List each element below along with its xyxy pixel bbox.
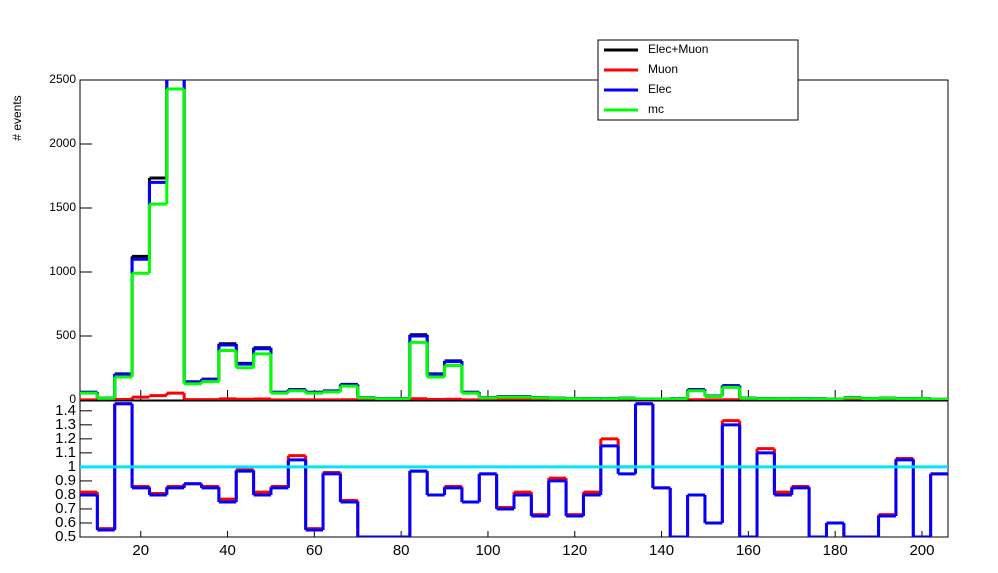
- y-tick-label: 2000: [49, 136, 76, 150]
- step-connector: [95, 403, 933, 537]
- y-tick-label: 1: [68, 458, 76, 475]
- x-tick-label: 80: [393, 542, 410, 559]
- y-tick-label: 2500: [49, 72, 76, 86]
- y-tick-label: 500: [56, 328, 76, 342]
- series-group: [80, 402, 948, 537]
- y-tick-label: 0: [69, 392, 76, 406]
- y-tick-label: 1500: [49, 200, 76, 214]
- x-tick-label: 180: [823, 542, 848, 559]
- y-tick-label: 0.5: [55, 528, 76, 545]
- step-connector: [95, 393, 742, 400]
- y-tick-label: 0.6: [55, 514, 76, 531]
- x-tick-label: 100: [475, 542, 500, 559]
- x-tick-label: 40: [219, 542, 236, 559]
- x-tick-label: 120: [562, 542, 587, 559]
- x-tick-label: 60: [306, 542, 323, 559]
- y-tick-label: 0.8: [55, 486, 76, 503]
- y-tick-label: 1.2: [55, 430, 76, 447]
- legend-label: Elec: [648, 82, 671, 96]
- y-tick-label: 1000: [49, 264, 76, 278]
- x-tick-label: 200: [909, 542, 934, 559]
- y-axis-label: # events: [10, 95, 24, 140]
- legend-label: Muon: [648, 62, 678, 76]
- legend-box: [597, 39, 799, 121]
- y-tick-label: 1.1: [55, 444, 76, 461]
- x-tick-label: 20: [132, 542, 149, 559]
- x-tick-label: 140: [649, 542, 674, 559]
- series-group: [80, 80, 948, 400]
- y-tick-label: 0.9: [55, 472, 76, 489]
- y-tick-label: 0.7: [55, 500, 76, 517]
- x-tick-label: 160: [736, 542, 761, 559]
- legend-label: Elec+Muon: [648, 42, 708, 56]
- plot-frame: [79, 400, 949, 538]
- y-tick-label: 1.4: [55, 402, 76, 419]
- y-tick-label: 1.3: [55, 416, 76, 433]
- legend-label: mc: [648, 102, 664, 116]
